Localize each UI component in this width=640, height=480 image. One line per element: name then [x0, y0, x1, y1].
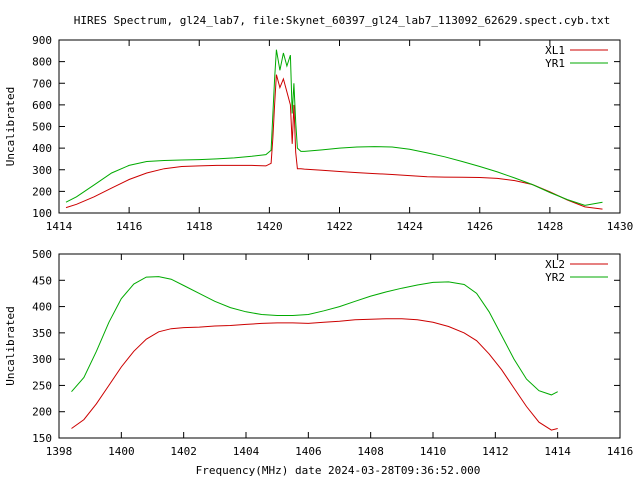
chart-panels: 1414 1416 1418 1420 1422 1424 1426 1428 1430 100 2…	[4, 34, 633, 458]
y-axis-label: Uncalibrated	[4, 306, 17, 385]
y-tick-label: 250	[32, 379, 52, 392]
y-tick-label: 300	[32, 164, 52, 177]
series-line-yr2	[71, 276, 558, 396]
y-tick-label: 150	[32, 432, 52, 445]
x-tick-label: 1422	[326, 220, 353, 233]
y-tick-label: 350	[32, 327, 52, 340]
x-tick-label: 1414	[544, 445, 571, 458]
x-tick-label: 1402	[170, 445, 197, 458]
y-tick-label: 450	[32, 274, 52, 287]
x-tick-label: 1410	[420, 445, 447, 458]
legend-label-xl2: XL2	[545, 258, 565, 271]
legend-label-xl1: XL1	[545, 44, 565, 57]
y-tick-label: 600	[32, 99, 52, 112]
x-tick-label: 1430	[607, 220, 634, 233]
x-tick-label: 1416	[116, 220, 143, 233]
series-line-xl1	[65, 74, 603, 210]
y-tick-label: 300	[32, 353, 52, 366]
y-tick-label: 800	[32, 56, 52, 69]
x-tick-label: 1426	[467, 220, 494, 233]
series-line-yr1	[65, 49, 603, 206]
x-tick-label: 1404	[233, 445, 260, 458]
y-tick-label: 500	[32, 121, 52, 134]
plot-frame	[58, 253, 621, 439]
panel-2: 1398 1400 1402 1404 1406 1408 1410 1412 1414 1416…	[4, 248, 633, 458]
legend-label-yr1: YR1	[545, 57, 565, 70]
x-tick-label: 1408	[357, 445, 384, 458]
x-axis-label: Frequency(MHz) date 2024-03-28T09:36:52.…	[196, 464, 481, 477]
panel-1: 1414 1416 1418 1420 1422 1424 1426 1428 1430 100 2…	[4, 34, 633, 233]
x-tick-label: 1416	[607, 445, 634, 458]
series-line-xl2	[71, 318, 558, 431]
y-tick-label: 500	[32, 248, 52, 261]
y-tick-label: 200	[32, 406, 52, 419]
figure-title: HIRES Spectrum, gl24_lab7, file:Skynet_6…	[74, 14, 610, 27]
y-tick-label: 900	[32, 34, 52, 47]
y-tick-label: 400	[32, 301, 52, 314]
y-tick-label: 200	[32, 185, 52, 198]
y-axis-label: Uncalibrated	[4, 87, 17, 166]
x-tick-label: 1424	[396, 220, 423, 233]
x-tick-label: 1400	[108, 445, 135, 458]
x-tick-label: 1428	[537, 220, 564, 233]
plot-frame	[58, 39, 621, 214]
x-tick-label: 1420	[256, 220, 283, 233]
x-tick-label: 1406	[295, 445, 322, 458]
legend-label-yr2: YR2	[545, 271, 565, 284]
y-tick-label: 100	[32, 207, 52, 220]
x-tick-label: 1398	[46, 445, 73, 458]
x-tick-label: 1418	[186, 220, 213, 233]
x-tick-label: 1412	[482, 445, 509, 458]
y-tick-label: 700	[32, 77, 52, 90]
x-tick-label: 1414	[46, 220, 73, 233]
y-tick-label: 400	[32, 142, 52, 155]
